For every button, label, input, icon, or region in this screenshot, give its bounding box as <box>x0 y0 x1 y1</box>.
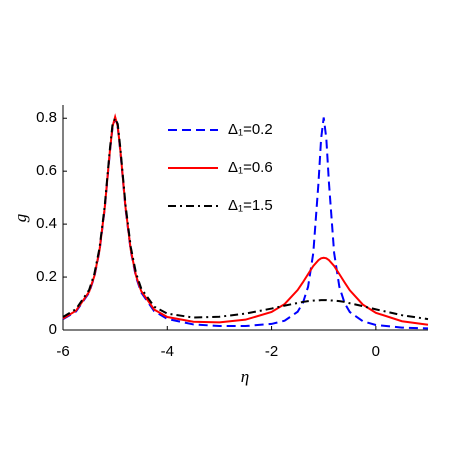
x-tick-label: -2 <box>265 343 278 360</box>
y-tick-label: 0.4 <box>36 215 57 232</box>
legend-label: Δ₁=1.5 <box>228 197 273 214</box>
legend-label: Δ₁=0.6 <box>228 159 273 176</box>
series-line <box>62 115 429 321</box>
y-tick-label: 0.2 <box>36 268 57 285</box>
y-tick-label: 0 <box>49 321 57 338</box>
x-tick-label: 0 <box>372 343 380 360</box>
y-axis-label: g <box>11 214 30 223</box>
legend-label: Δ₁=0.2 <box>228 121 273 138</box>
series-line <box>62 113 429 326</box>
x-tick-label: -6 <box>56 343 69 360</box>
y-tick-label: 0.6 <box>36 162 57 179</box>
series-line <box>62 114 429 330</box>
x-tick-label: -4 <box>161 343 174 360</box>
y-tick-label: 0.8 <box>36 109 57 126</box>
x-axis-label: η <box>241 367 249 386</box>
